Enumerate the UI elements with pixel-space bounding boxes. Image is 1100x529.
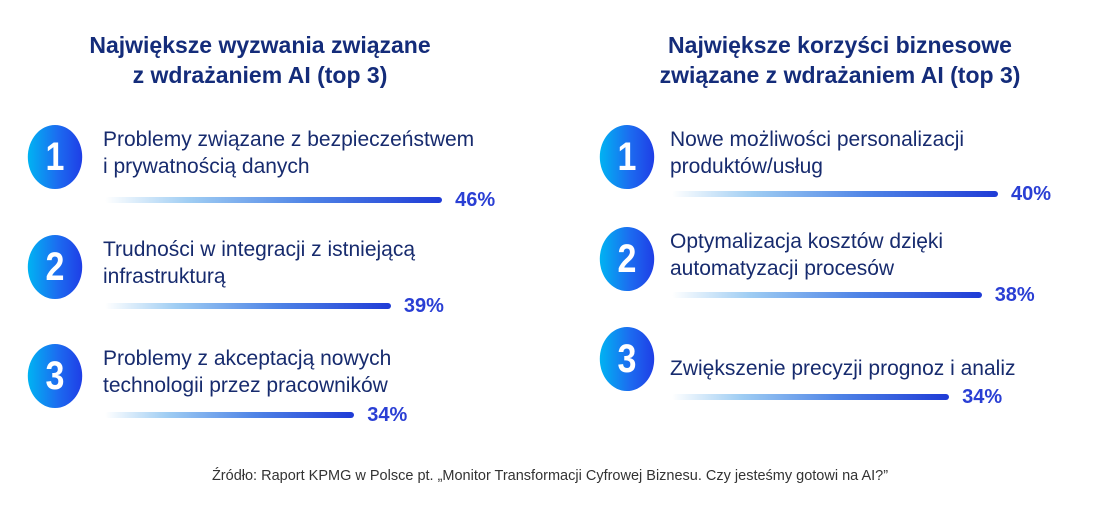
bar	[672, 394, 950, 400]
rank-badge: 1	[599, 125, 655, 189]
chart-title: Największe korzyści biznesowe związane z …	[590, 30, 1090, 90]
value-label: 34%	[962, 386, 1003, 408]
chart-title-line: Największe korzyści biznesowe	[668, 32, 1012, 58]
category-label-line: automatyzacji procesów	[670, 257, 895, 280]
category-label-line: infrastrukturą	[103, 265, 226, 288]
category-label: Problemy z akceptacją nowych technologii …	[103, 345, 391, 399]
chart-title: Największe wyzwania związane z wdrażaniem…	[10, 30, 510, 90]
category-label-line: Problemy z akceptacją nowych	[103, 347, 392, 370]
value-label: 46%	[455, 189, 496, 211]
category-label: Optymalizacja kosztów dzięki automatyzacj…	[670, 228, 943, 282]
rank-badge: 2	[599, 227, 655, 291]
category-label-line: Zwiększenie precyzji prognoz i analiz	[670, 357, 1016, 380]
bar	[672, 191, 998, 197]
category-label-line: Optymalizacja kosztów dzięki	[670, 230, 944, 253]
value-label: 34%	[367, 404, 408, 426]
category-label-line: Nowe możliwości personalizacji	[670, 128, 965, 151]
category-label-line: Trudności w integracji z istniejącą	[103, 238, 416, 261]
chart-title-line: związane z wdrażaniem AI (top 3)	[659, 62, 1021, 88]
bar	[672, 292, 982, 298]
value-label: 39%	[403, 295, 444, 317]
category-label-line: produktów/usług	[670, 155, 823, 178]
category-label-line: i prywatnością danych	[103, 155, 310, 178]
chart-title-line: Największe wyzwania związane	[89, 32, 431, 58]
source-note: Źródło: Raport KPMG w Polsce pt. „Monito…	[211, 468, 889, 484]
category-label: Problemy związane z bezpieczeństwem i pry…	[103, 126, 474, 180]
chart-title-line: z wdrażaniem AI (top 3)	[132, 62, 388, 88]
category-label-line: Problemy związane z bezpieczeństwem	[103, 128, 475, 151]
bar	[105, 197, 443, 203]
rank-badge: 3	[27, 344, 83, 408]
category-label: Trudności w integracji z istniejącą infra…	[103, 236, 415, 290]
bar	[105, 303, 391, 309]
bar	[105, 412, 355, 418]
category-label: Zwiększenie precyzji prognoz i analiz	[670, 355, 1016, 382]
value-label: 40%	[1011, 183, 1052, 205]
rank-badge: 2	[27, 235, 83, 299]
category-label: Nowe możliwości personalizacji produktów/…	[670, 126, 964, 180]
rank-badge: 1	[27, 125, 83, 189]
category-label-line: technologii przez pracowników	[103, 374, 388, 397]
value-label: 38%	[994, 284, 1035, 306]
rank-badge: 3	[599, 327, 655, 391]
